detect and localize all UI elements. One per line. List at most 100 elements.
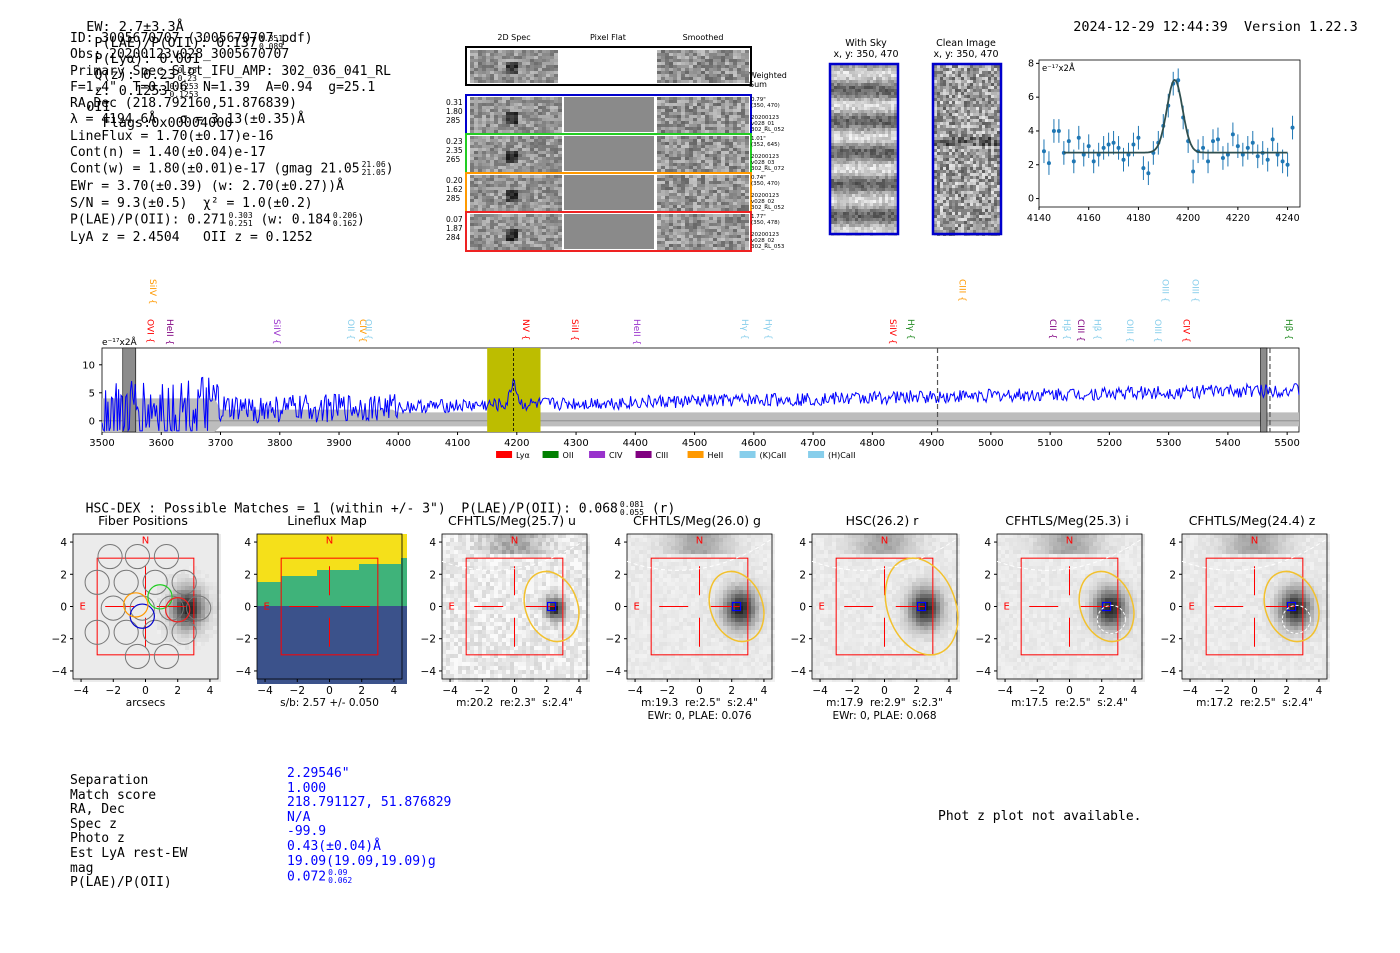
zoom-point — [1146, 171, 1151, 176]
zoom-point — [1116, 145, 1121, 150]
spec-legend-swatch-3 — [635, 451, 652, 458]
spec-xticklabel-4000: 4000 — [386, 438, 411, 449]
spec-legend-swatch-5 — [739, 451, 756, 458]
zoom-point — [1071, 159, 1076, 164]
cutout-panel-2: CFHTLS/Meg(25.7) u N E 4 2 0 −2 −4 −4 −2 0 2 4 m:20.2… — [402, 510, 602, 725]
cutout-title-0: Fiber Positions — [98, 513, 188, 528]
zoom-yticklabel-4: 4 — [1028, 126, 1034, 137]
cutout-yticklabel-2-3: −2 — [421, 634, 436, 646]
zoom-point — [1066, 139, 1071, 144]
zoom-yticklabel-6: 6 — [1028, 92, 1034, 103]
zoom-point — [1096, 152, 1101, 157]
zoom-xticklabel-4160: 4160 — [1077, 213, 1101, 224]
cutout-yticklabel-0-1: 2 — [60, 569, 67, 581]
row0-right-0: 0.79" — [751, 97, 766, 103]
spec-linelabel-24: Hβ { — [1283, 319, 1293, 340]
spec-xticklabel-4200: 4200 — [504, 438, 529, 449]
cutout-east-2: E — [449, 602, 455, 613]
cutout-yticklabel-3-2: 0 — [614, 602, 621, 614]
spec-legend-label-6: (H)CaII — [828, 451, 855, 460]
row0-right-1: (350, 470) — [751, 103, 780, 109]
spec-linelabel-21: OIII { — [1124, 319, 1134, 343]
row3-right-5: 302_RL_053 — [751, 244, 785, 250]
cutout-dashed-circle-5 — [1096, 604, 1126, 634]
with-sky-title: With Sky x, y: 350, 470 — [833, 38, 899, 60]
zoom-point — [1270, 137, 1275, 142]
cutout-yticklabel-5-3: −2 — [976, 634, 991, 646]
row2-2dspec — [470, 175, 562, 211]
spec-flux-line — [101, 376, 1300, 433]
full-spectrum-plot: 3500 3600 3700 3800 3900 4000 4100 4200 4300 4400… — [82, 279, 1300, 460]
cutout-panel-1: Lineflux Map N E 4 2 0 −2 −4 −4 −2 0 2 4 s/b: 2.57 +/… — [217, 510, 417, 725]
row1-right-3: 20200123 — [751, 154, 779, 160]
cutout-neighbor-6 — [1181, 538, 1328, 571]
zoom-point — [1176, 78, 1181, 83]
val-radec: 218.791127, 51.876829 — [287, 795, 452, 811]
cutout-panel-6: CFHTLS/Meg(24.4) z N E 4 2 0 −2 −4 −4 −2 0 2 4 m:17.2… — [1142, 510, 1342, 725]
fiber-6 — [171, 569, 197, 595]
cutout-yticklabel-4-3: −2 — [791, 634, 806, 646]
cutout-neighbor-2 — [441, 538, 588, 571]
row0-right-3: 20200123 — [751, 115, 779, 121]
cutout-east-0: E — [80, 602, 86, 613]
cutout-svg-5: N E 4 2 0 −2 −4 −4 −2 0 2 4 — [976, 533, 1145, 697]
zoom-point — [1081, 152, 1086, 157]
zoom-point — [1106, 142, 1111, 147]
hsc-band: (r) — [651, 501, 676, 517]
row3-pixelflat — [564, 214, 654, 249]
row1-right-4: v028_03 — [751, 160, 775, 166]
val-match-score: 1.000 — [287, 780, 327, 796]
zoom-yticklabel-2: 2 — [1028, 160, 1034, 171]
cutout-yticklabel-6-4: −4 — [1161, 666, 1177, 678]
zoom-fit-curve — [1063, 78, 1288, 154]
spec-xticklabel-3600: 3600 — [149, 438, 174, 449]
cutout-xticklabel-2-2: 0 — [511, 685, 518, 697]
cutout-yticklabel-4-4: −4 — [791, 666, 807, 678]
spec-xticklabel-4400: 4400 — [623, 438, 648, 449]
cutout-north-6: N — [1251, 536, 1258, 547]
zoom-point — [1235, 144, 1240, 149]
cutout-fiber-6 — [1286, 601, 1297, 612]
cutout-yticklabel-0-4: −4 — [52, 666, 68, 678]
header-z-line: OII — [86, 99, 111, 115]
fiber-2 — [153, 543, 180, 570]
match-keys: Separation Match score RA, Dec Spec z Ph… — [70, 773, 187, 891]
spec-xticklabel-4100: 4100 — [445, 438, 470, 449]
spec-linelabel-12: CIII { — [956, 279, 966, 302]
cutout-yticklabel-3-3: −2 — [606, 634, 621, 646]
header-qz: Q(z): 0.23 — [94, 67, 176, 83]
cutout-xticklabel-5-4: 4 — [1131, 685, 1138, 697]
weighted-sum-label: Weighted Sum — [749, 71, 787, 89]
cutout-xticklabel-2-4: 4 — [576, 685, 583, 697]
fiber-4 — [113, 569, 139, 595]
spec-yticklabel-5: 5 — [89, 388, 95, 399]
hsc-match-line: HSC-DEX : Possible Matches = 1 (within +… — [85, 500, 676, 517]
cutout-caption2-3: EWr: 0, PLAE: 0.076 — [647, 710, 752, 722]
cutout-caption-1: s/b: 2.57 +/- 0.050 — [280, 697, 379, 709]
zoom-yticklabel-8: 8 — [1028, 58, 1034, 69]
header-z: z: 0.1253 — [94, 83, 168, 99]
row3-smoothed — [657, 214, 749, 250]
fiber-15 — [124, 643, 151, 670]
cutout-title-4: HSC(26.2) r — [845, 513, 919, 528]
fiber-1 — [124, 543, 151, 570]
cutout-xticklabel-6-1: −2 — [1215, 685, 1230, 697]
spec-linelabel-4: OII { — [345, 319, 355, 340]
zoom-point — [1091, 159, 1096, 164]
fiber-10 — [186, 595, 212, 621]
cutout-panel-0: Fiber Positions N E 4 2 0 −2 −4 −4 −2 0 2 4 arcsecs — [33, 510, 233, 725]
header-plae-errors: 0.351 0.089 — [258, 34, 284, 51]
cutout-xticklabel-6-0: −4 — [1182, 685, 1198, 697]
with-sky-image-frame — [828, 62, 900, 236]
row1-right-0: 1.01" — [751, 136, 766, 142]
cutout-panel-5: CFHTLS/Meg(25.3) i N E 4 2 0 −2 −4 −4 −2 0 2 4 m:17.5… — [957, 510, 1157, 725]
cutout-yticklabel-4-2: 0 — [799, 602, 806, 614]
spec-linelabel-18: Hβ { — [1092, 319, 1102, 340]
cutout-yticklabel-6-1: 2 — [1169, 569, 1176, 581]
cutout-yticklabel-4-0: 4 — [799, 537, 806, 549]
fiber-12 — [113, 619, 139, 645]
header-version: Version 1.22.3 — [1243, 19, 1358, 35]
cutout-svg-1: N E 4 2 0 −2 −4 −4 −2 0 2 4 — [236, 533, 407, 697]
zoom-point — [1056, 128, 1061, 133]
with-sky-image — [831, 65, 897, 236]
